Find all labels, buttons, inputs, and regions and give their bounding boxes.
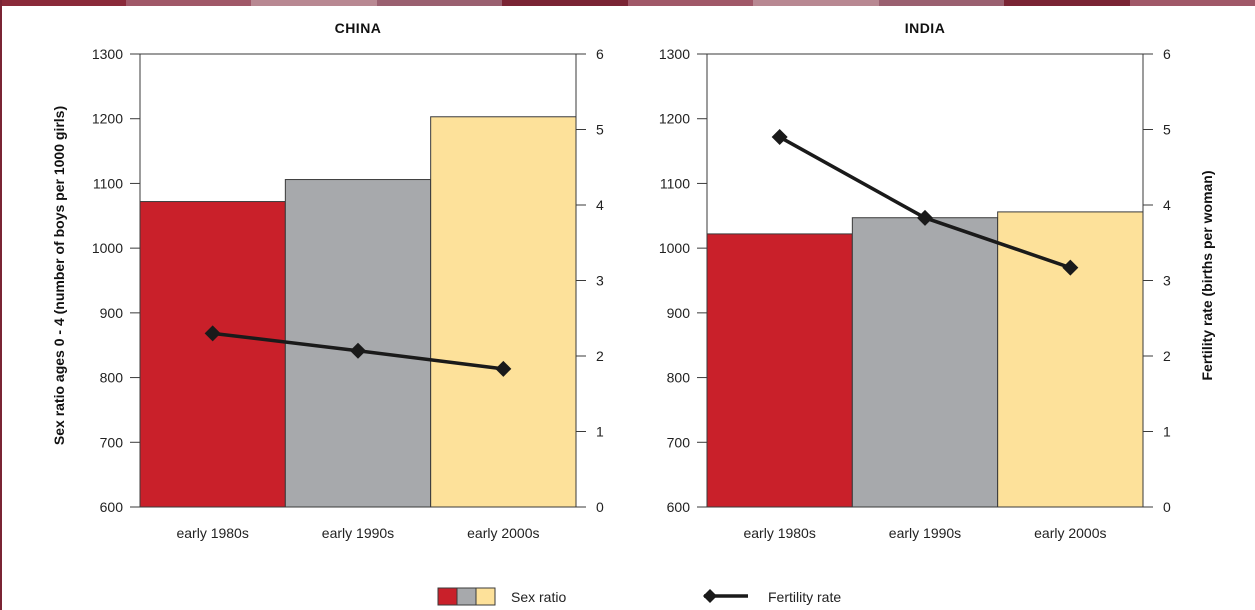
right-tick-label: 3	[596, 273, 604, 289]
right-tick-label: 1	[1163, 424, 1171, 440]
category-label: early 1980s	[176, 525, 248, 541]
top-band-segment	[878, 0, 1004, 6]
legend: Sex ratio Fertility rate	[437, 587, 841, 606]
right-tick-label: 5	[596, 122, 604, 138]
category-label: early 2000s	[1034, 525, 1106, 541]
bar	[430, 116, 577, 508]
left-tick-label: 900	[667, 305, 691, 321]
left-tick-label: 800	[100, 370, 124, 386]
fertility-point	[350, 342, 366, 359]
right-tick-label: 4	[1163, 197, 1171, 213]
category-label: early 1990s	[889, 525, 961, 541]
legend-line-marker	[703, 589, 717, 603]
left-tick-label: 700	[100, 434, 124, 450]
bar	[139, 201, 286, 508]
top-band-segment	[125, 0, 251, 6]
legend-swatch	[456, 587, 477, 606]
left-tick-label: 1100	[660, 175, 690, 191]
chart-panel-india: INDIA 600 700 800 900 1000 1100 1200 1300 0 1 2 3 4 5 6…	[659, 20, 1215, 541]
top-band-segment	[753, 0, 879, 6]
chart-title: INDIA	[905, 20, 946, 36]
right-tick-label: 3	[1163, 273, 1171, 289]
left-tick-label: 800	[667, 370, 691, 386]
left-tick-label: 600	[667, 499, 691, 515]
bar	[706, 233, 853, 508]
legend-label-fertility-rate: Fertility rate	[768, 589, 841, 605]
left-tick-label: 1200	[659, 111, 690, 127]
left-axis-label: Sex ratio ages 0 - 4 (number of boys per…	[51, 106, 67, 445]
right-axis-label: Fertility rate (births per woman)	[1199, 170, 1215, 380]
left-tick-label: 900	[100, 305, 124, 321]
right-tick-label: 2	[1163, 348, 1171, 364]
left-tick-label: 1000	[659, 240, 690, 256]
right-tick-label: 0	[596, 499, 604, 515]
top-band-segment	[251, 0, 377, 6]
top-decorative-band	[0, 0, 1255, 6]
fertility-point	[204, 325, 221, 342]
left-tick-label: 600	[100, 499, 124, 515]
top-band-segment	[627, 0, 753, 6]
category-label: early 1990s	[322, 525, 394, 541]
left-tick-label: 1300	[659, 46, 690, 62]
left-tick-label: 1100	[93, 175, 123, 191]
legend-swatch	[475, 587, 496, 606]
left-tick-label: 1300	[92, 46, 123, 62]
top-band-segment	[0, 0, 126, 6]
top-band-segment	[1004, 0, 1130, 6]
top-band-segment	[502, 0, 628, 6]
chart-panel-china: CHINA 600 700 800 900 1000 1100 1200 1300 0 1 2 3 4 5 6…	[51, 20, 604, 541]
right-tick-label: 1	[596, 424, 604, 440]
left-tick-label: 700	[667, 434, 691, 450]
category-label: early 1980s	[743, 525, 815, 541]
fertility-point	[917, 209, 933, 226]
fertility-point	[771, 129, 788, 146]
right-tick-label: 5	[1163, 122, 1171, 138]
legend-swatch	[437, 587, 458, 606]
left-border-rule	[0, 0, 2, 610]
right-tick-label: 0	[1163, 499, 1171, 515]
left-tick-label: 1200	[92, 111, 123, 127]
right-tick-label: 4	[596, 197, 604, 213]
top-band-segment	[1129, 0, 1255, 6]
left-tick-label: 1000	[92, 240, 123, 256]
bar	[851, 217, 999, 508]
right-tick-label: 6	[596, 46, 604, 62]
right-tick-label: 2	[596, 348, 604, 364]
chart-title: CHINA	[335, 20, 382, 36]
category-label: early 2000s	[467, 525, 539, 541]
right-tick-label: 6	[1163, 46, 1171, 62]
fertility-point	[495, 360, 512, 377]
fertility-point	[1062, 259, 1079, 276]
top-band-segment	[376, 0, 502, 6]
legend-label-sex-ratio: Sex ratio	[511, 589, 566, 605]
bar	[997, 211, 1144, 508]
